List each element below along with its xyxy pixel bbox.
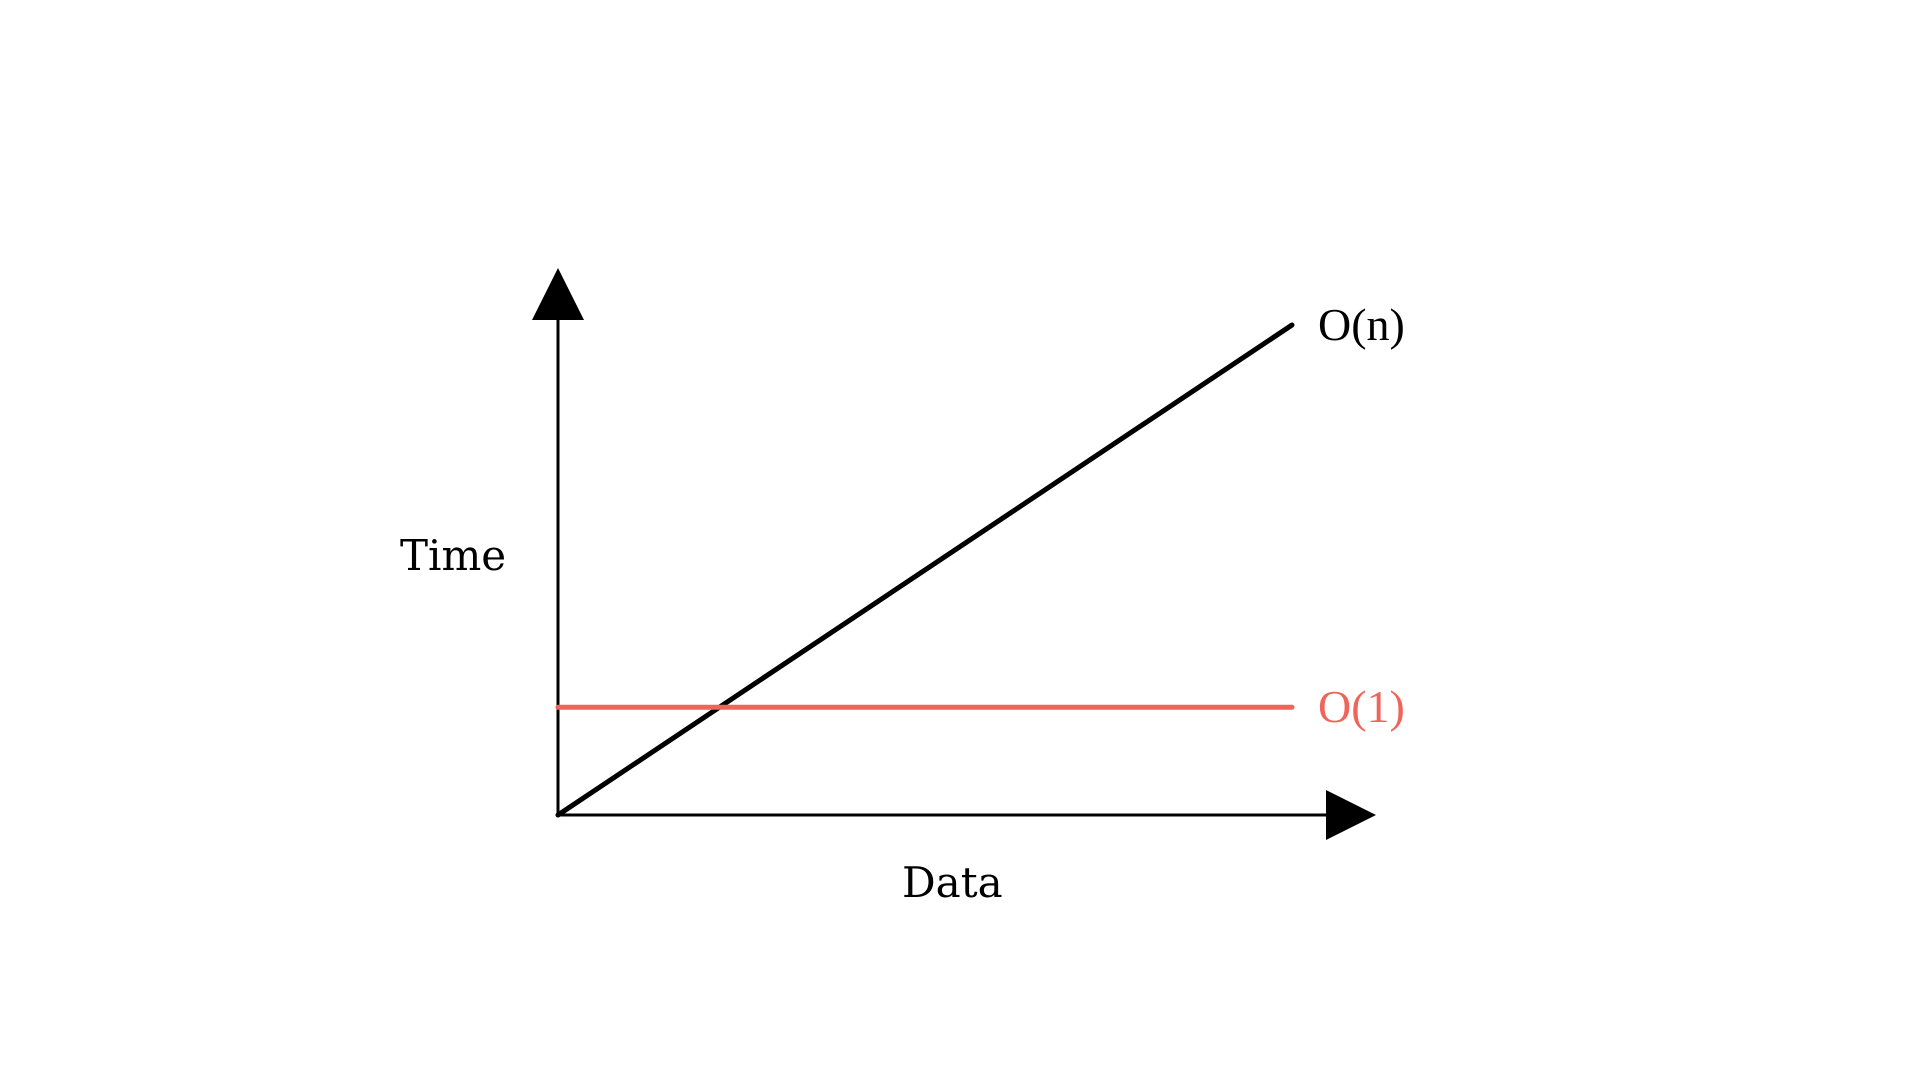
series-label-o-n: O(n) [1318, 299, 1405, 350]
y-axis-arrow-icon [532, 268, 584, 320]
x-axis-label: Data [902, 858, 1003, 907]
series-line-o-n [555, 322, 1295, 818]
series-label-o-1: O(1) [1318, 681, 1405, 732]
series-layer [555, 322, 1295, 818]
axes [532, 268, 1376, 840]
x-axis-arrow-icon [1326, 790, 1376, 840]
y-axis-label: Time [400, 531, 506, 580]
